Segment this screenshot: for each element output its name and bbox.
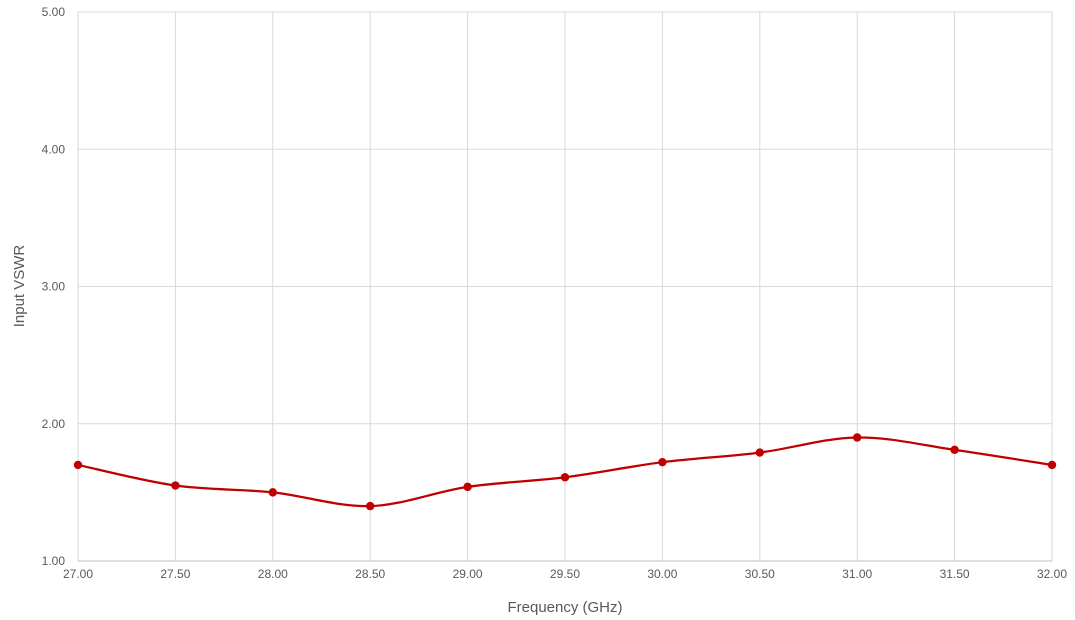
x-tick-label: 29.50 — [550, 567, 580, 581]
data-point — [1047, 460, 1057, 470]
data-point — [268, 488, 277, 497]
x-tick-label: 31.00 — [842, 567, 872, 581]
grid-layer — [77, 11, 1053, 562]
x-tick-label: 28.50 — [355, 567, 385, 581]
x-tick-label: 32.00 — [1037, 567, 1067, 581]
x-tick-label: 28.00 — [258, 567, 288, 581]
x-axis-title: Frequency (GHz) — [507, 599, 622, 616]
x-tick-label: 30.00 — [647, 567, 677, 581]
data-point — [950, 445, 959, 455]
data-point — [73, 460, 83, 470]
data-point — [171, 481, 180, 490]
x-tick-label: 27.00 — [63, 567, 93, 581]
data-point — [755, 448, 764, 457]
series-layer — [73, 433, 1057, 511]
x-tick-label: 29.00 — [453, 567, 483, 581]
x-tick-label: 31.50 — [940, 567, 970, 581]
data-point — [366, 501, 375, 511]
x-tick-labels: 27.00 27.50 28.00 28.50 29.00 29.50 30.00 30.50… — [63, 567, 1067, 581]
y-tick-label: 2.00 — [42, 417, 66, 431]
y-tick-label: 1.00 — [42, 554, 66, 568]
y-axis-title: Input VSWR — [11, 245, 28, 328]
x-tick-label: 27.50 — [160, 567, 190, 581]
y-tick-label: 5.00 — [42, 5, 66, 19]
data-point — [463, 482, 472, 492]
y-tick-label: 4.00 — [42, 142, 66, 156]
data-point — [853, 433, 862, 442]
data-point — [658, 457, 667, 467]
data-point — [560, 473, 570, 482]
x-tick-label: 30.50 — [745, 567, 775, 581]
y-tick-label: 3.00 — [42, 280, 66, 294]
y-tick-labels: 1.00 2.00 3.00 4.00 5.00 — [42, 5, 66, 568]
